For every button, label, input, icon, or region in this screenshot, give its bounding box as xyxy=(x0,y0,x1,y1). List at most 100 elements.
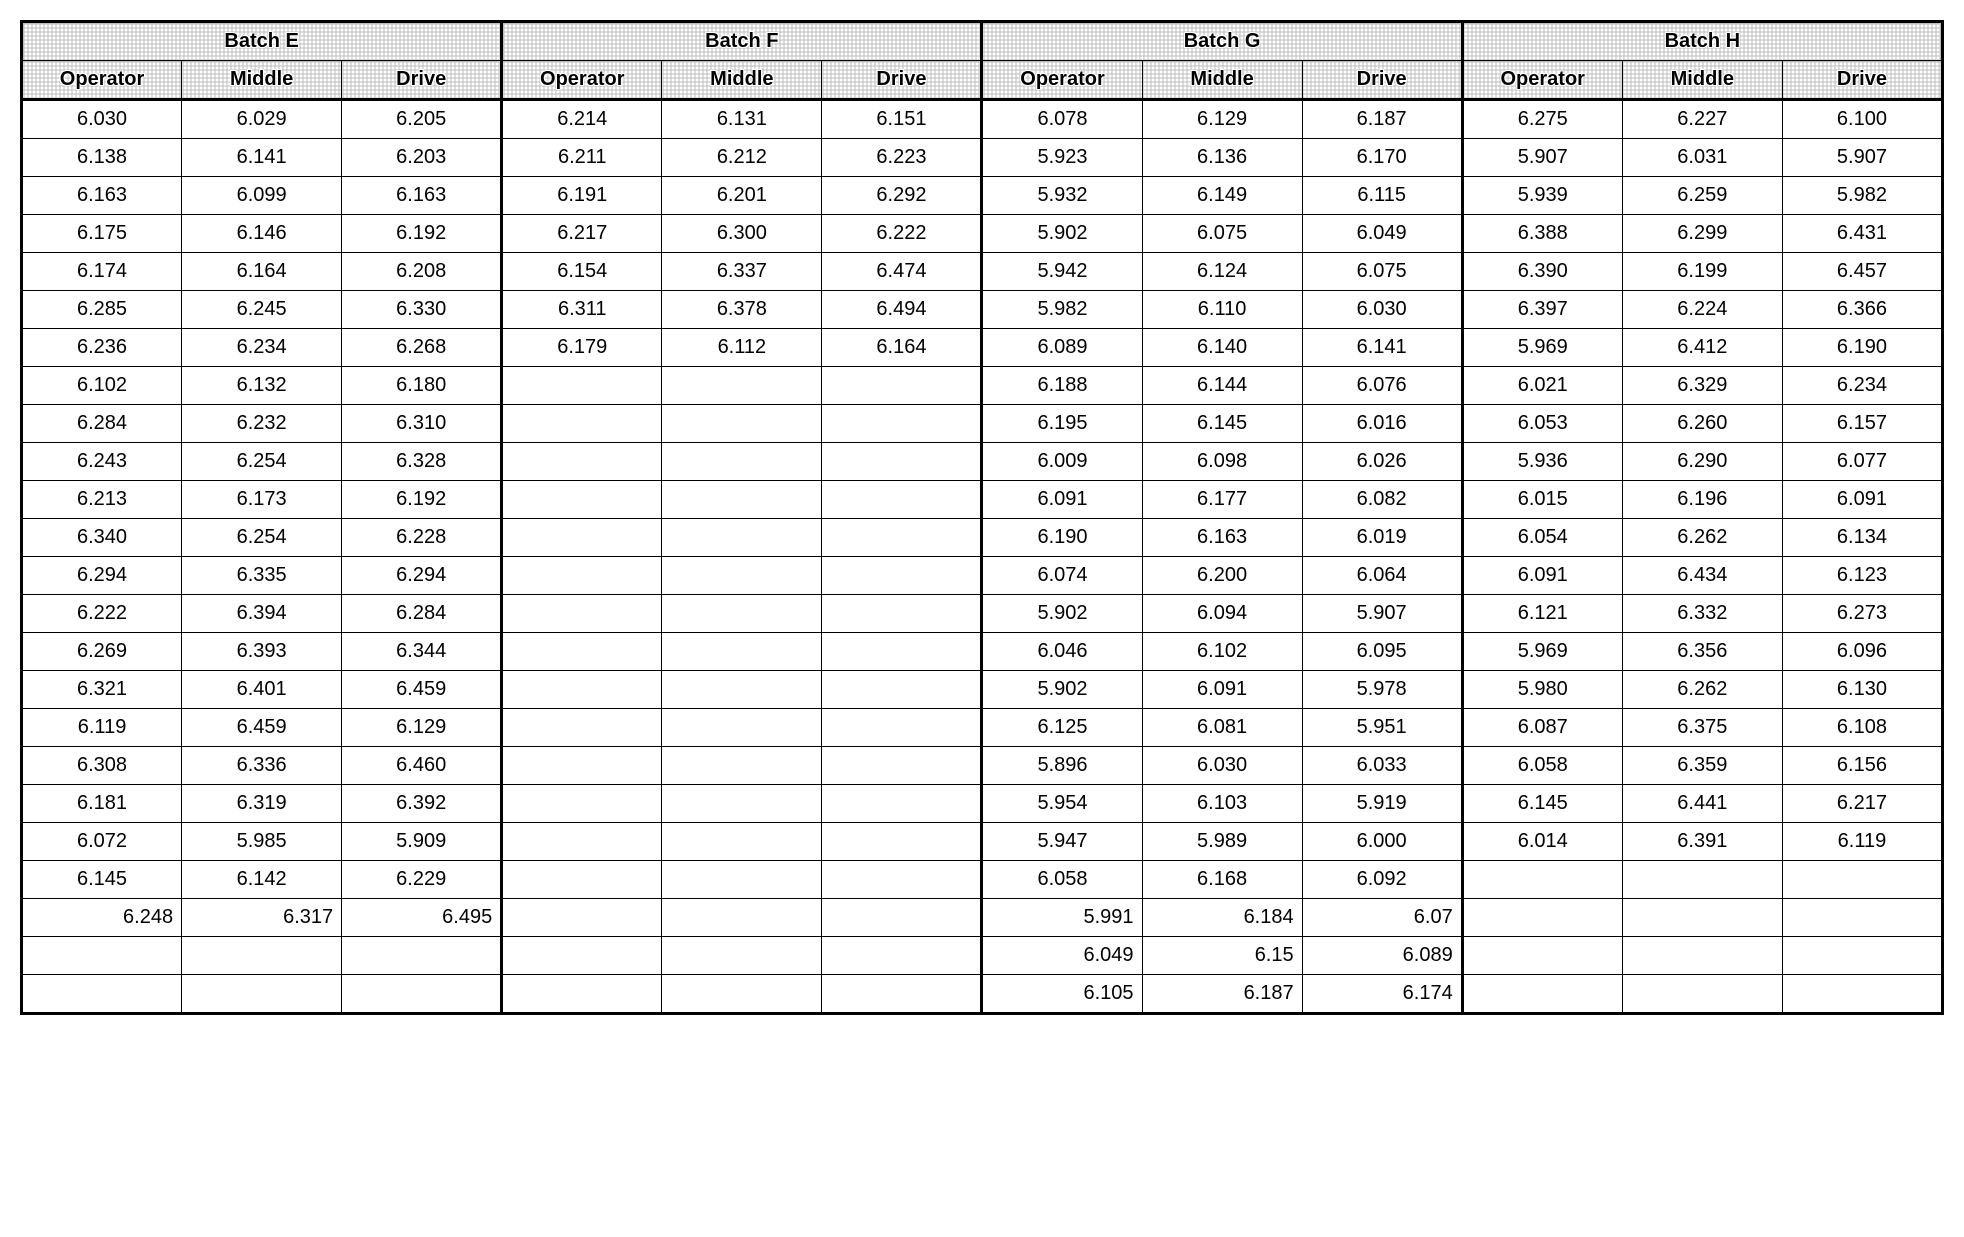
value-cell: 6.397 xyxy=(1462,291,1622,329)
value-cell xyxy=(1622,937,1782,975)
value-cell: 6.431 xyxy=(1782,215,1942,253)
table-row: 6.1746.1646.2086.1546.3376.4745.9426.124… xyxy=(22,253,1943,291)
value-cell: 6.164 xyxy=(182,253,342,291)
value-cell xyxy=(822,671,982,709)
value-cell: 6.019 xyxy=(1302,519,1462,557)
col-e-operator: Operator xyxy=(22,61,182,100)
value-cell: 6.356 xyxy=(1622,633,1782,671)
value-cell: 6.308 xyxy=(22,747,182,785)
table-row: 6.3406.2546.228 6.1906.1636.0196.0546.26… xyxy=(22,519,1943,557)
value-cell: 6.192 xyxy=(342,215,502,253)
value-cell: 6.224 xyxy=(1622,291,1782,329)
value-cell: 6.187 xyxy=(1142,975,1302,1014)
value-cell: 6.091 xyxy=(1782,481,1942,519)
value-cell xyxy=(1622,975,1782,1014)
value-cell: 6.119 xyxy=(1782,823,1942,861)
value-cell: 6.015 xyxy=(1462,481,1622,519)
value-cell xyxy=(822,937,982,975)
value-cell: 6.366 xyxy=(1782,291,1942,329)
col-g-drive: Drive xyxy=(1302,61,1462,100)
value-cell xyxy=(182,937,342,975)
value-cell: 6.125 xyxy=(982,709,1142,747)
col-e-drive: Drive xyxy=(342,61,502,100)
value-cell xyxy=(662,861,822,899)
value-cell: 5.985 xyxy=(182,823,342,861)
value-cell xyxy=(502,633,662,671)
value-cell xyxy=(822,557,982,595)
value-cell: 6.195 xyxy=(982,405,1142,443)
col-f-operator: Operator xyxy=(502,61,662,100)
table-row: 6.2486.3176.495 5.9916.1846.07 xyxy=(22,899,1943,937)
value-cell xyxy=(502,519,662,557)
value-cell: 6.344 xyxy=(342,633,502,671)
value-cell: 6.245 xyxy=(182,291,342,329)
value-cell: 6.236 xyxy=(22,329,182,367)
table-row: 6.0496.156.089 xyxy=(22,937,1943,975)
value-cell: 6.000 xyxy=(1302,823,1462,861)
value-cell: 6.299 xyxy=(1622,215,1782,253)
value-cell: 6.072 xyxy=(22,823,182,861)
value-cell: 6.457 xyxy=(1782,253,1942,291)
value-cell: 6.119 xyxy=(22,709,182,747)
value-cell xyxy=(662,519,822,557)
table-row: 6.1636.0996.1636.1916.2016.2925.9326.149… xyxy=(22,177,1943,215)
value-cell: 6.145 xyxy=(1462,785,1622,823)
value-cell xyxy=(662,823,822,861)
value-cell xyxy=(662,709,822,747)
value-cell xyxy=(502,595,662,633)
value-cell: 6.134 xyxy=(1782,519,1942,557)
table-row: 6.1456.1426.229 6.0586.1686.092 xyxy=(22,861,1943,899)
value-cell: 6.196 xyxy=(1622,481,1782,519)
value-cell: 6.026 xyxy=(1302,443,1462,481)
value-cell: 6.087 xyxy=(1462,709,1622,747)
value-cell: 6.260 xyxy=(1622,405,1782,443)
value-cell xyxy=(502,481,662,519)
value-cell: 6.259 xyxy=(1622,177,1782,215)
table-row: 6.2696.3936.344 6.0466.1026.0955.9696.35… xyxy=(22,633,1943,671)
col-h-operator: Operator xyxy=(1462,61,1622,100)
value-cell: 6.192 xyxy=(342,481,502,519)
value-cell: 6.016 xyxy=(1302,405,1462,443)
value-cell: 6.141 xyxy=(182,139,342,177)
value-cell: 6.033 xyxy=(1302,747,1462,785)
value-cell: 6.310 xyxy=(342,405,502,443)
value-cell xyxy=(662,633,822,671)
value-cell: 6.292 xyxy=(822,177,982,215)
value-cell xyxy=(662,937,822,975)
table-row: 6.1816.3196.392 5.9546.1035.9196.1456.44… xyxy=(22,785,1943,823)
value-cell: 6.145 xyxy=(1142,405,1302,443)
value-cell: 5.982 xyxy=(1782,177,1942,215)
value-cell: 6.174 xyxy=(22,253,182,291)
value-cell xyxy=(662,481,822,519)
col-g-middle: Middle xyxy=(1142,61,1302,100)
value-cell: 5.947 xyxy=(982,823,1142,861)
table-row: 6.3086.3366.460 5.8966.0306.0336.0586.35… xyxy=(22,747,1943,785)
value-cell: 6.124 xyxy=(1142,253,1302,291)
value-cell: 6.284 xyxy=(342,595,502,633)
value-cell: 6.460 xyxy=(342,747,502,785)
col-h-middle: Middle xyxy=(1622,61,1782,100)
value-cell: 6.029 xyxy=(182,100,342,139)
value-cell: 6.049 xyxy=(982,937,1142,975)
value-cell: 5.939 xyxy=(1462,177,1622,215)
value-cell: 6.390 xyxy=(1462,253,1622,291)
value-cell xyxy=(1782,899,1942,937)
table-row: 6.0725.9855.909 5.9475.9896.0006.0146.39… xyxy=(22,823,1943,861)
value-cell: 6.129 xyxy=(1142,100,1302,139)
value-cell: 6.190 xyxy=(982,519,1142,557)
table-row: 6.1056.1876.174 xyxy=(22,975,1943,1014)
value-cell xyxy=(662,443,822,481)
value-cell xyxy=(502,861,662,899)
value-cell: 6.223 xyxy=(822,139,982,177)
col-e-middle: Middle xyxy=(182,61,342,100)
table-row: 6.2436.2546.328 6.0096.0986.0265.9366.29… xyxy=(22,443,1943,481)
value-cell: 6.174 xyxy=(1302,975,1462,1014)
value-cell: 6.294 xyxy=(22,557,182,595)
batch-data-table: Batch E Batch F Batch G Batch H Operator… xyxy=(20,20,1944,1015)
value-cell: 6.214 xyxy=(502,100,662,139)
value-cell xyxy=(822,595,982,633)
value-cell: 6.132 xyxy=(182,367,342,405)
value-cell: 6.175 xyxy=(22,215,182,253)
value-cell xyxy=(1782,937,1942,975)
value-cell: 6.170 xyxy=(1302,139,1462,177)
